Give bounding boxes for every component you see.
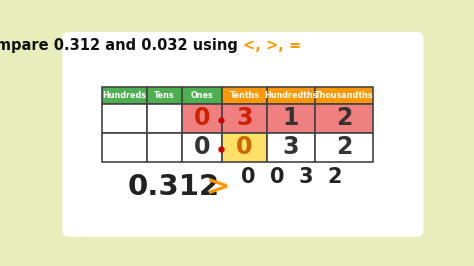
Text: Tenths: Tenths [229,90,260,99]
Bar [147,87,182,103]
Text: 3: 3 [283,135,299,159]
Bar [267,103,315,133]
Bar [147,133,182,162]
Text: 2: 2 [336,106,352,130]
Bar [267,133,315,162]
Text: Hundredths: Hundredths [264,90,318,99]
Text: <, >, =: <, >, = [243,38,301,53]
Text: Ones: Ones [191,90,213,99]
Text: 0.312: 0.312 [128,173,220,201]
Bar [315,103,373,133]
Text: >: > [206,173,230,201]
Text: Compare 0.312 and 0.032 using: Compare 0.312 and 0.032 using [0,38,243,53]
Bar [102,103,147,133]
Bar [147,103,182,133]
Text: 3: 3 [236,106,253,130]
Bar [222,133,267,162]
Bar [182,87,222,103]
FancyBboxPatch shape [63,32,423,237]
Bar [315,133,373,162]
Text: 0  0  3  2: 0 0 3 2 [241,168,343,188]
Text: Thousandths: Thousandths [315,90,374,99]
Bar [222,87,267,103]
Text: Compare 0.312 and 0.032 using <, >, =: Compare 0.312 and 0.032 using <, >, = [80,38,406,53]
Text: 0: 0 [193,106,210,130]
Text: 2: 2 [336,135,352,159]
Bar [222,103,267,133]
Bar [102,133,147,162]
Bar [102,87,147,103]
Bar [315,87,373,103]
Bar [267,87,315,103]
Text: 1: 1 [283,106,299,130]
Text: Hundreds: Hundreds [102,90,146,99]
Bar [182,103,222,133]
Text: 0: 0 [193,135,210,159]
Bar [182,133,222,162]
Text: Tens: Tens [154,90,174,99]
Text: 0: 0 [236,135,253,159]
